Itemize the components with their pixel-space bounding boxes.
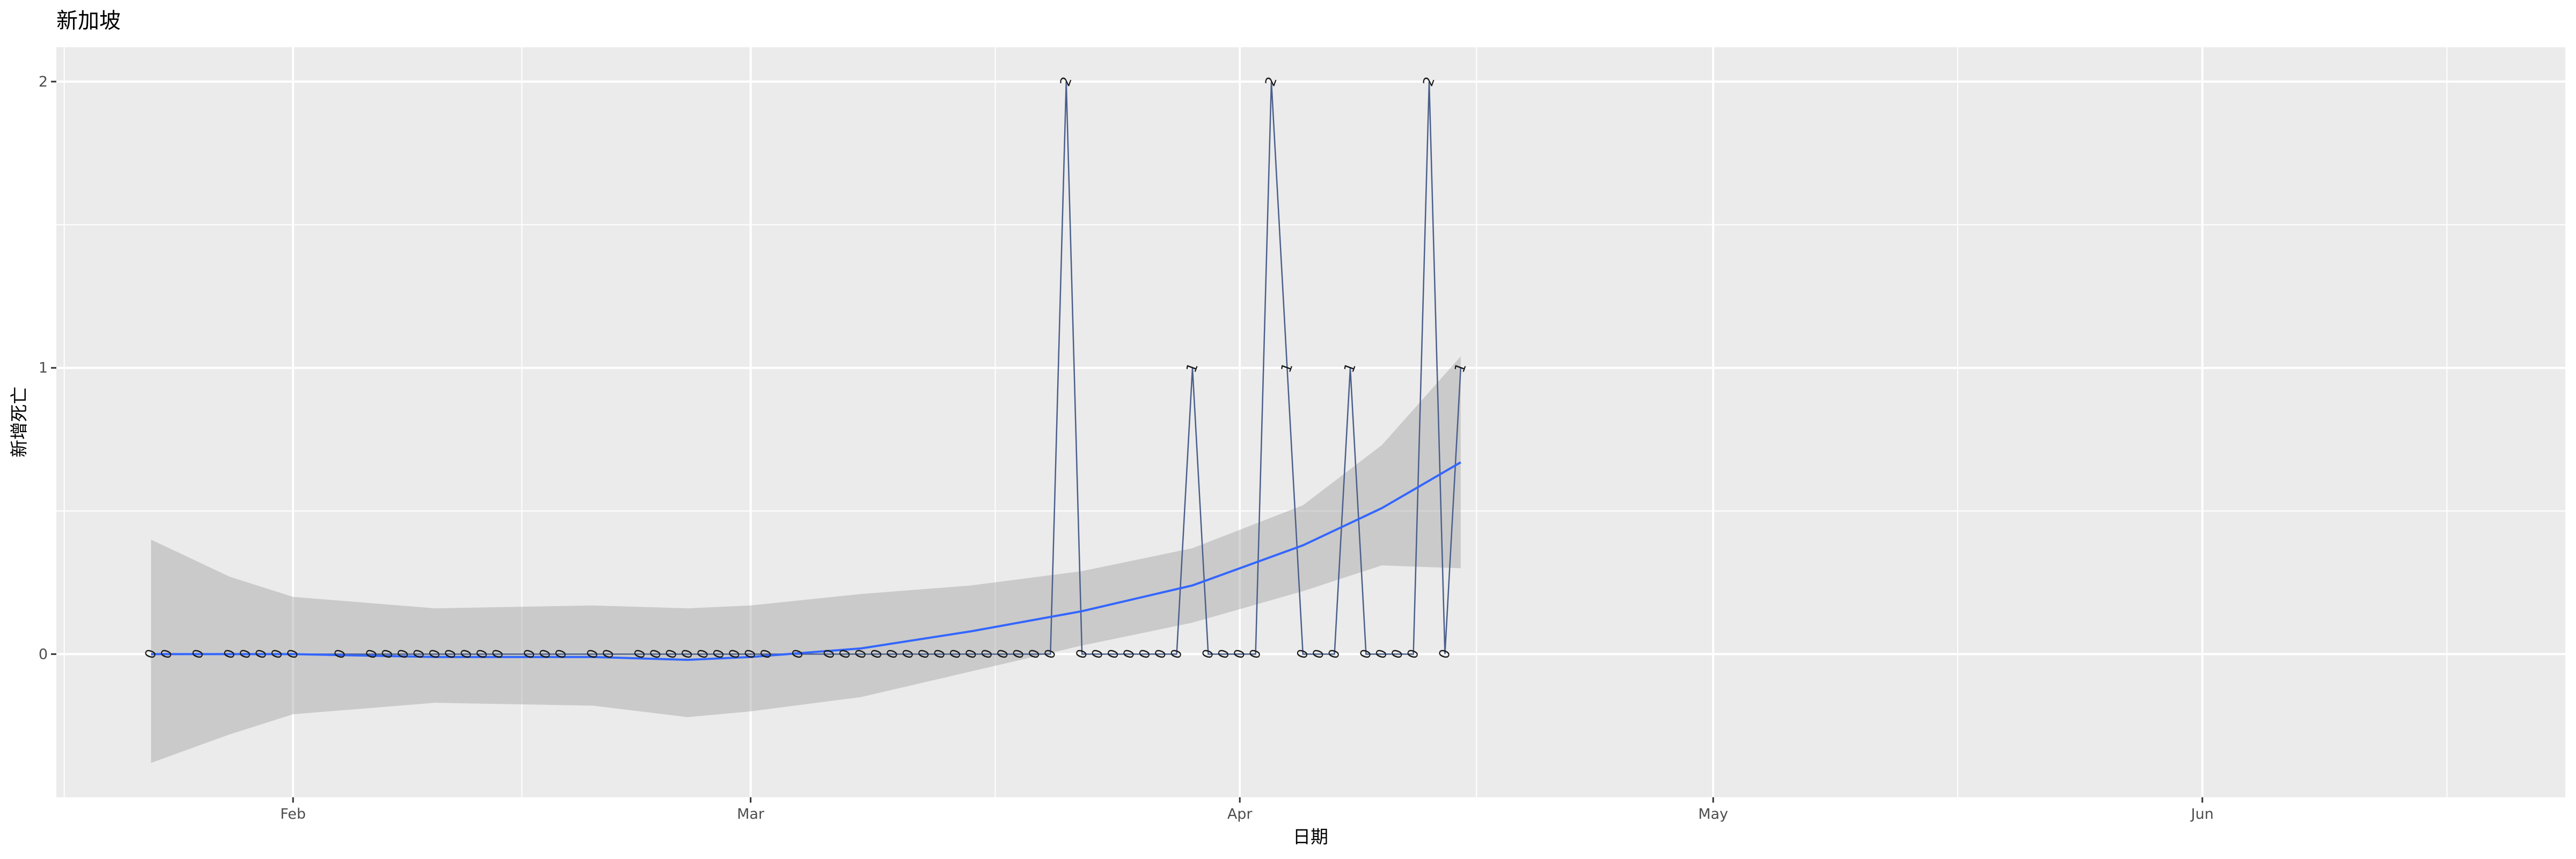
y-tick-label: 2 — [39, 74, 48, 90]
x-axis-title: 日期 — [1293, 826, 1328, 847]
x-tick-label: May — [1698, 806, 1728, 822]
series-path — [151, 81, 1462, 655]
y-axis: 0 1 2 — [39, 74, 56, 663]
confidence-band-area — [151, 356, 1461, 763]
smooth-path — [151, 461, 1461, 661]
y-axis-title: 新增死亡 — [9, 387, 30, 457]
plot-panel — [56, 47, 2565, 797]
smooth-line — [151, 461, 1461, 661]
y-tick-label: 0 — [39, 646, 48, 663]
x-axis: Feb Mar Apr May Jun — [280, 797, 2214, 822]
x-tick-label: Apr — [1227, 806, 1253, 822]
x-tick-label: Mar — [737, 806, 765, 822]
x-tick-label: Feb — [280, 806, 306, 822]
y-tick-label: 1 — [39, 360, 48, 376]
series-line — [151, 81, 1462, 655]
x-tick-label: Jun — [2190, 806, 2214, 822]
confidence-band — [151, 356, 1461, 763]
chart-title: 新加坡 — [56, 9, 121, 33]
grid-minor — [56, 47, 2565, 797]
